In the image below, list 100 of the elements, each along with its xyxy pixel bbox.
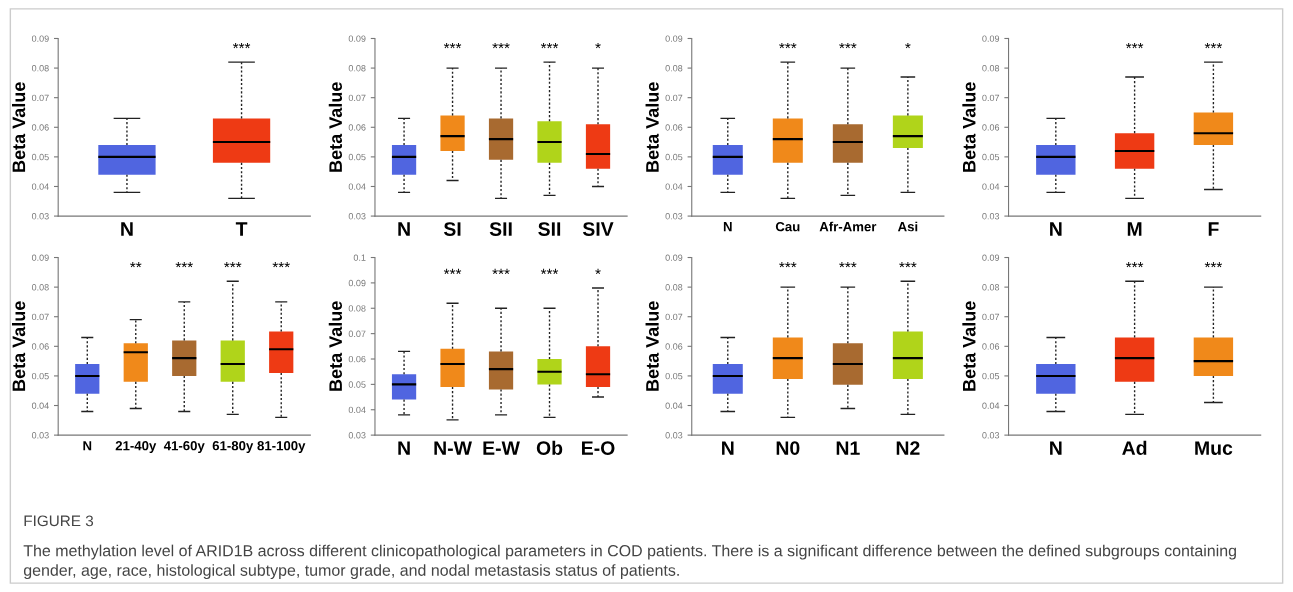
x-tick-label: Afr-Amer	[819, 221, 877, 232]
annotation: ***	[540, 42, 559, 49]
y-axis-title: Beta Value	[328, 301, 343, 391]
annotation: ***	[540, 268, 559, 275]
y-tick-label: 0.06	[665, 343, 683, 350]
y-tick-label: 0.07	[982, 94, 1000, 102]
y-tick-label: 0.04	[348, 183, 366, 190]
x-tick-label: N	[121, 222, 133, 236]
x-tick-label: N	[1050, 222, 1062, 236]
y-tick-label: 0.05	[31, 372, 49, 380]
annotation: ***	[1125, 42, 1144, 49]
annotation: ***	[443, 268, 462, 275]
x-tick-label: F	[1208, 222, 1219, 236]
y-tick-label: 0.08	[665, 284, 683, 291]
y-tick-label: 0.05	[31, 153, 49, 161]
y-tick-label: 0.07	[348, 330, 366, 337]
x-tick-label: E-O	[582, 441, 615, 455]
x-tick-label: M	[1127, 222, 1142, 236]
y-tick-label: 0.06	[982, 343, 1000, 350]
y-tick-label: 0.05	[348, 153, 366, 161]
y-tick-label: 0.03	[31, 432, 49, 439]
y-tick-label: 0.03	[348, 213, 366, 220]
y-tick-label: 0.06	[665, 124, 683, 131]
x-tick-label: SIV	[582, 222, 614, 236]
x-tick-label: N	[398, 222, 410, 236]
y-tick-label: 0.07	[31, 94, 49, 102]
annotation: *	[595, 268, 601, 275]
x-tick-label: Asi	[897, 221, 918, 232]
y-tick-label: 0.03	[982, 432, 1000, 439]
y-tick-label: 0.06	[982, 124, 1000, 131]
y-tick-label: 0.05	[665, 372, 683, 380]
annotation: ***	[899, 261, 917, 268]
y-axis-title: Beta Value	[962, 301, 976, 391]
y-tick-label: 0.05	[348, 381, 366, 388]
annotation: ***	[492, 268, 510, 275]
annotation: ***	[232, 42, 251, 49]
x-tick-label: N1	[836, 441, 860, 455]
y-tick-label: 0.05	[665, 153, 683, 161]
annotation: ***	[1204, 42, 1223, 49]
y-tick-label: 0.04	[31, 402, 49, 409]
annotation: ***	[839, 261, 857, 268]
x-tick-label: 81-100y	[257, 441, 306, 453]
x-tick-label: N	[722, 441, 734, 455]
y-tick-label: 0.08	[31, 65, 49, 72]
y-tick-label: 0.09	[982, 254, 1000, 261]
y-tick-label: 0.05	[982, 153, 1000, 161]
y-tick-label: 0.09	[31, 35, 49, 42]
y-tick-label: 0.09	[982, 35, 1000, 42]
x-tick-label: N0	[776, 441, 800, 455]
x-tick-label: Cau	[775, 221, 800, 232]
y-axis-title: Beta Value	[962, 82, 976, 172]
y-tick-label: 0.03	[665, 213, 683, 220]
y-tick-label: 0.04	[31, 183, 49, 190]
y-tick-label: 0.07	[348, 94, 366, 102]
y-tick-label: 0.08	[665, 65, 683, 72]
y-tick-label: 0.05	[982, 372, 1000, 380]
y-tick-label: 0.08	[982, 65, 1000, 72]
annotation: ***	[175, 261, 193, 268]
y-tick-label: 0.06	[348, 355, 366, 363]
annotation: ***	[779, 261, 797, 268]
y-axis-title: Beta Value	[328, 82, 343, 172]
x-tick-label: Muc	[1195, 441, 1233, 455]
y-tick-label: 0.08	[982, 284, 1000, 291]
x-tick-label: Ad	[1122, 440, 1147, 455]
x-tick-label: N	[83, 441, 92, 451]
y-tick-label: 0.08	[348, 65, 366, 72]
x-tick-label: 41-60y	[163, 441, 205, 453]
annotation: *	[905, 42, 911, 49]
annotation: *	[595, 42, 601, 49]
y-tick-label: 0.07	[665, 94, 683, 102]
x-tick-label: E-W	[483, 441, 520, 455]
y-tick-label: 0.09	[665, 35, 683, 42]
y-tick-label: 0.07	[982, 313, 1000, 321]
y-tick-label: 0.09	[348, 35, 366, 42]
y-tick-label: 0.1	[353, 254, 366, 261]
x-tick-label: N	[398, 441, 410, 455]
annotation: ***	[224, 261, 242, 268]
x-tick-label: N	[723, 222, 732, 232]
y-tick-label: 0.03	[31, 213, 49, 220]
y-tick-label: 0.08	[31, 284, 49, 291]
y-tick-label: 0.09	[348, 279, 366, 287]
text: The methylation level of ARID1B across different clinicopathological parameters in COD patients. There is a significant difference between the defined subgroups containing gender, age, race, histological subtype, tumor grade, and nodal metastasis status of patients.	[23, 544, 1236, 580]
annotation: ***	[779, 42, 797, 49]
y-axis-title: Beta Value	[645, 82, 659, 172]
x-tick-label: N	[1050, 441, 1062, 455]
x-tick-label: N2	[896, 441, 920, 455]
annotation: ***	[839, 42, 857, 49]
caption: FIGURE 3	[24, 515, 94, 527]
y-tick-label: 0.07	[665, 313, 683, 321]
x-tick-label: 61-80y	[212, 441, 254, 453]
annotation: ***	[272, 261, 290, 268]
annotation: ***	[1204, 261, 1223, 268]
x-tick-label: SI	[443, 222, 461, 236]
annotation: **	[130, 261, 142, 268]
x-tick-label: SII	[538, 222, 561, 236]
y-tick-label: 0.04	[665, 183, 683, 190]
annotation: ***	[1125, 261, 1144, 268]
y-tick-label: 0.08	[348, 305, 366, 312]
y-axis-title: Beta Value	[11, 82, 26, 172]
y-axis-title: Beta Value	[11, 301, 26, 391]
